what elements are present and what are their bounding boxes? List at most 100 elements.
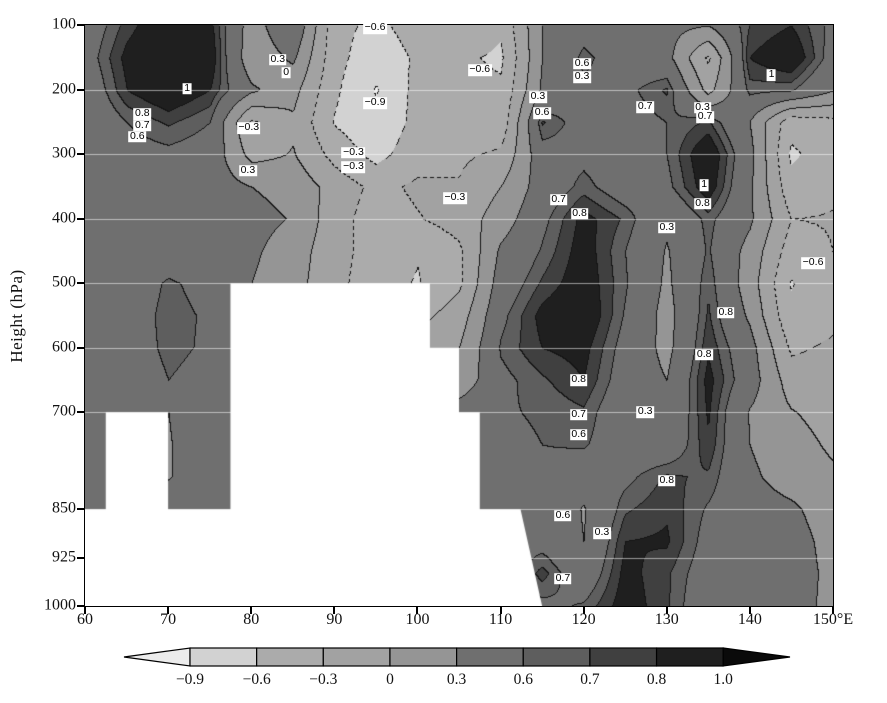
x-tick-label: 70 <box>160 611 177 628</box>
colorbar-segment <box>389 647 458 667</box>
x-tick-label: 110 <box>488 611 513 628</box>
contour-label: 0.7 <box>696 110 714 124</box>
contour-label: 0.6 <box>533 106 551 120</box>
x-tick <box>499 606 502 614</box>
contour-label: 0.3 <box>239 164 257 177</box>
contour-label: 0.7 <box>636 100 654 113</box>
contour-label: −0.6 <box>467 63 492 76</box>
contour-label: −0.3 <box>341 160 366 173</box>
contour-label: 0.8 <box>133 107 152 120</box>
x-tick <box>665 606 668 614</box>
y-tick-label: 1000 <box>44 596 76 614</box>
y-axis-title: Height (hPa) <box>7 269 26 363</box>
colorbar-tick-label: 0.6 <box>514 671 534 688</box>
contour-label: −0.3 <box>236 121 261 135</box>
contour-label: −0.6 <box>801 256 825 269</box>
contour-label: 0.6 <box>128 129 147 143</box>
colorbar-tick-label: −0.3 <box>309 671 337 688</box>
x-tick <box>582 606 585 614</box>
colorbar-segment <box>522 647 591 667</box>
y-tick <box>77 605 85 607</box>
colorbar-segment <box>322 647 391 667</box>
contour-label: 0.7 <box>133 118 152 132</box>
colorbar: −0.9 −0.6 −0.3 0 0.3 0.6 0.7 0.8 1.0 <box>123 647 791 688</box>
y-tick <box>77 153 85 156</box>
x-tick <box>748 606 751 614</box>
contour-label: 0.6 <box>554 508 572 522</box>
colorbar-segment <box>256 647 324 667</box>
x-tick <box>250 606 253 614</box>
colorbar-arrow-under <box>123 647 191 667</box>
contour-label: 0.8 <box>657 473 676 487</box>
contour-label: 0.3 <box>269 53 287 66</box>
y-tick <box>77 282 85 285</box>
y-tick <box>77 24 85 26</box>
colorbar-tick-label: 0.7 <box>580 671 600 688</box>
y-tick-label: 850 <box>52 499 76 517</box>
contour-label: 0.8 <box>716 306 735 319</box>
y-tick <box>77 217 85 220</box>
x-tick-label: 120 <box>571 611 596 628</box>
x-tick-label: 100 <box>405 611 430 628</box>
colorbar-tick-label: 0.8 <box>647 671 667 688</box>
x-tick <box>333 606 336 614</box>
contour-label: 0.7 <box>554 572 572 585</box>
contour-label: 0.6 <box>569 428 588 441</box>
contour-label: 0.6 <box>573 56 591 70</box>
contour-label: −0.3 <box>341 146 366 159</box>
contour-label: −0.9 <box>363 96 387 109</box>
contour-label: 0.3 <box>573 70 591 84</box>
x-tick <box>84 606 86 614</box>
y-tick-label: 300 <box>52 144 76 162</box>
x-tick <box>416 606 419 614</box>
x-tick-label: 80 <box>243 611 260 628</box>
y-tick <box>77 346 85 349</box>
colorbar-tick-label: 0 <box>386 671 394 688</box>
colorbar-arrow-over <box>722 647 791 667</box>
contour-label: −0.6 <box>363 21 387 34</box>
contour-label: 0.7 <box>549 193 568 206</box>
y-tick-label: 100 <box>52 15 76 33</box>
y-tick <box>77 411 85 414</box>
contour-label: 0.7 <box>569 408 588 421</box>
x-tick-label: 60 <box>77 611 93 628</box>
x-tick-label: 130 <box>654 611 679 628</box>
contour-label: 0.3 <box>693 100 712 114</box>
y-tick <box>77 556 85 559</box>
contour-label: 0.8 <box>693 197 712 210</box>
contour-label: 1 <box>182 82 192 95</box>
contour-label: 0.3 <box>636 405 654 419</box>
x-tick-label: 90 <box>326 611 343 628</box>
colorbar-tick-label: −0.9 <box>176 671 204 688</box>
y-tick-label: 925 <box>52 547 76 565</box>
x-tick <box>832 606 834 614</box>
y-tick-label: 700 <box>52 402 76 420</box>
contour-label: 0.3 <box>529 90 547 104</box>
y-tick-label: 500 <box>52 273 76 291</box>
contour-label: 0.3 <box>593 526 611 539</box>
contour-label: 0.8 <box>569 373 588 386</box>
contour-label: −0.3 <box>442 191 467 204</box>
contour-label: 0.8 <box>570 206 589 220</box>
colorbar-tick-label: 1.0 <box>714 671 734 688</box>
y-tick-label: 600 <box>52 338 76 356</box>
y-tick <box>77 88 85 91</box>
contour-label: 0.8 <box>695 348 713 361</box>
colorbar-tick-label: −0.6 <box>243 671 271 688</box>
x-tick-label: 150°E <box>812 611 854 628</box>
y-tick-label: 200 <box>52 79 76 97</box>
y-tick-label: 400 <box>52 208 76 226</box>
contour-label: 1 <box>699 178 709 191</box>
x-tick <box>167 606 170 614</box>
contour-label: 0.3 <box>657 220 676 234</box>
colorbar-segment <box>189 647 258 667</box>
colorbar-segment <box>655 647 724 667</box>
colorbar-segment <box>589 647 658 667</box>
colorbar-tick-label: 0.3 <box>447 671 467 688</box>
contour-label: 0 <box>281 65 291 79</box>
contour-label: 1 <box>767 68 776 82</box>
y-tick <box>77 508 85 511</box>
x-tick-label: 140 <box>737 611 762 628</box>
colorbar-segment <box>456 647 524 667</box>
